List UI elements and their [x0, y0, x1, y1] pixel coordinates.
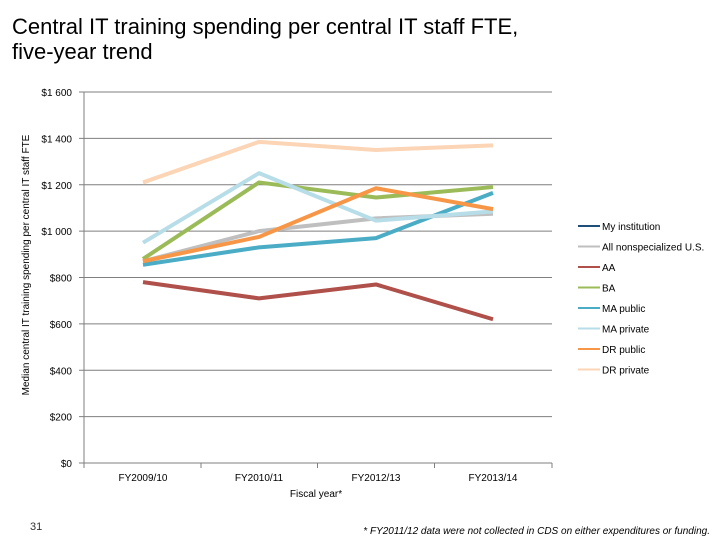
page-number: 31: [30, 521, 43, 533]
x-tick-label: FY2010/11: [235, 473, 284, 484]
y-tick-label: $200: [50, 413, 73, 424]
slide-title-line-2: five-year trend: [12, 39, 153, 64]
series-line-ba: [141, 180, 494, 261]
series-line-dr-public: [142, 186, 494, 264]
legend-label-ma-public: MA public: [602, 304, 645, 315]
legend-label-dr-private: DR private: [602, 366, 650, 377]
legend-label-ma-private: MA private: [602, 325, 650, 336]
series-line-all-nonspecialized-u-s: [142, 211, 494, 264]
y-tick-label: $400: [50, 366, 73, 377]
legend-label-dr-public: DR public: [602, 345, 645, 356]
y-tick-label: $800: [50, 274, 73, 285]
axes: $0 $200 $400 $600 $800 $1 000 $1 200 $1 400 $1 6…: [41, 88, 553, 484]
slide-title-line-1: Central IT training spending per central…: [12, 14, 519, 39]
y-axis-label: Median central IT training spending per …: [21, 134, 32, 395]
legend: My institution All nonspecialized U.S. AA B…: [578, 222, 704, 377]
y-tick-label: $600: [50, 320, 73, 331]
y-tick-label: $1 400: [41, 134, 72, 145]
series-lines: [141, 139, 494, 322]
x-tick-label: FY2013/14: [469, 473, 518, 484]
footnote: * FY2011/12 data were not collected in C…: [363, 526, 710, 537]
legend-label-all-nonspecialized-u-s: All nonspecialized U.S.: [602, 243, 704, 254]
series-line-aa: [142, 280, 494, 322]
y-tick-label: $1 000: [41, 227, 72, 238]
legend-label-my-institution: My institution: [602, 222, 660, 233]
y-tick-label: $0: [61, 459, 73, 470]
x-axis-label: Fiscal year*: [290, 489, 342, 500]
series-line-dr-private: [142, 139, 494, 185]
legend-label-aa: AA: [602, 263, 616, 274]
y-tick-label: $1 200: [41, 181, 72, 192]
x-tick-label: FY2012/13: [352, 473, 401, 484]
y-tick-label: $1 600: [41, 88, 72, 99]
legend-label-ba: BA: [602, 284, 616, 295]
series-line-ma-public: [142, 191, 494, 267]
gridlines: [84, 91, 552, 418]
series-line-ma-private: [141, 171, 494, 245]
slide-title: Central IT training spending per central…: [12, 14, 572, 64]
x-tick-label: FY2009/10: [119, 473, 168, 484]
